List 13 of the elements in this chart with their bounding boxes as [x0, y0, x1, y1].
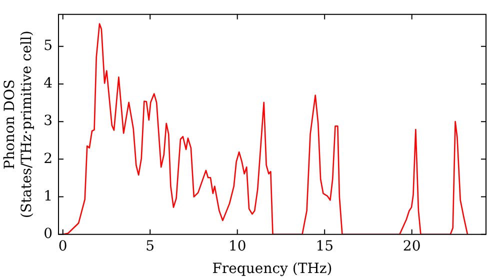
y-tick-label: 4 — [44, 76, 53, 92]
x-axis-title: Frequency (THz) — [212, 261, 332, 278]
x-tick-label: 10 — [228, 238, 246, 254]
x-tick-label: 0 — [58, 238, 68, 254]
x-tick-label: 15 — [316, 238, 334, 254]
x-tick-label: 20 — [402, 238, 421, 254]
y-tick-label: 2 — [44, 150, 53, 167]
x-tick-label: 5 — [146, 238, 155, 254]
y-tick-label: 1 — [44, 188, 53, 204]
y-tick-label: 0 — [44, 226, 53, 242]
y-tick-label: 3 — [44, 113, 53, 130]
y-axis-title: Phonon DOS (States/THz·primitive cell) — [2, 30, 35, 218]
y-tick-label: 5 — [44, 38, 53, 54]
